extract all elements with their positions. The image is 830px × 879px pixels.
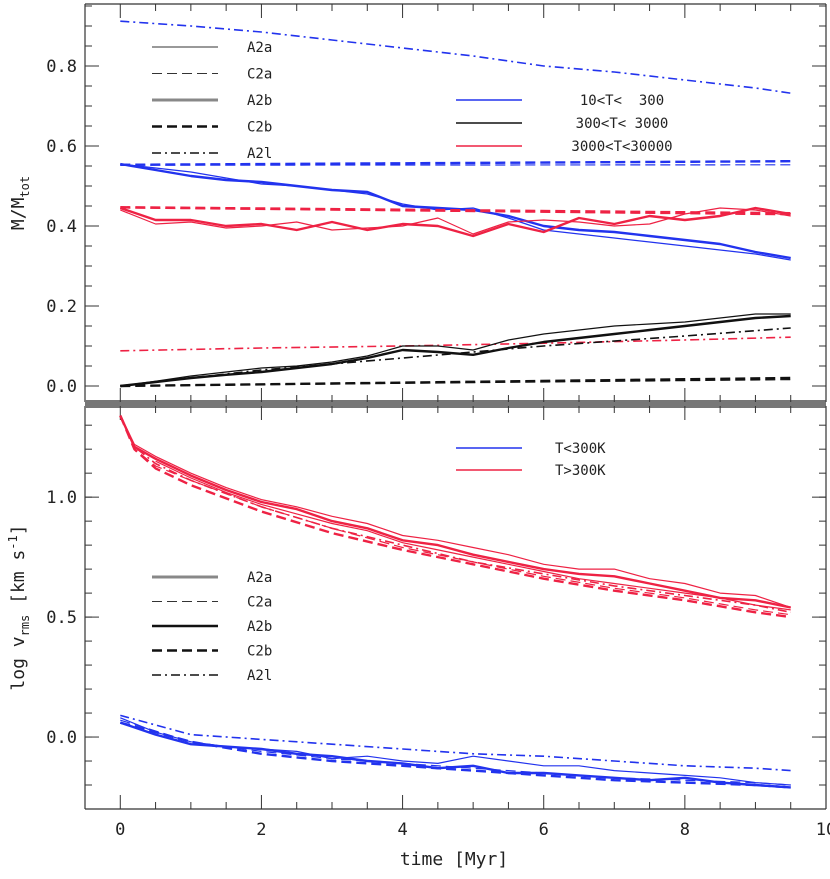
x-tick-label: 6 (539, 820, 549, 840)
y-tick-label: 0.5 (46, 608, 77, 628)
x-tick-label: 0 (115, 820, 125, 840)
series-line (120, 327, 791, 387)
series-line (119, 415, 791, 614)
legend-temps: 10<T< 300 300<T< 3000 3000<T<30000 (456, 93, 673, 155)
y-tick-label: 1.0 (46, 488, 77, 508)
x-axis-title: time [Myr] (400, 849, 508, 870)
y-tick-label: 0.6 (46, 137, 77, 157)
y-tick-label: 0.0 (46, 728, 77, 748)
series-line (120, 376, 791, 388)
series-line (119, 721, 791, 789)
series-group (119, 415, 791, 789)
bottom-panel: 0.00.51.00246810log vrms [km s-1]A2aC2aA… (6, 404, 830, 840)
legend-run-label: C2a (247, 67, 272, 83)
series-line (120, 717, 791, 786)
series-line (119, 206, 791, 238)
legend-runs: A2a C2a A2b C2b A2l (152, 570, 272, 684)
y-tick-label: 0.4 (46, 217, 77, 237)
x-tick-label: 10 (816, 820, 830, 840)
x-tick-label: 8 (680, 820, 690, 840)
series-line (120, 207, 791, 235)
legend-run-label: A2b (247, 93, 272, 109)
legend-run-label: A2a (247, 40, 272, 56)
legend-run-label: A2l (247, 668, 272, 684)
y-axis-title: M/Mtot (8, 176, 32, 230)
y-tick-label: 0.0 (46, 377, 77, 397)
x-axis-label: time [Myr] (400, 849, 508, 870)
series-line (120, 336, 791, 352)
legend-run-label: A2l (247, 146, 272, 162)
x-tick-label: 4 (397, 820, 407, 840)
series-line (119, 415, 791, 616)
series-line (120, 714, 791, 772)
x-tick-label: 2 (256, 820, 266, 840)
series-line (119, 721, 791, 789)
series-line (120, 313, 791, 387)
series-line (120, 206, 791, 215)
legend-run-label: C2b (247, 644, 272, 660)
series-line (120, 20, 791, 94)
top-panel: 0.0 0.2 0.4 0.6 0.8 M/Mtot A2a C2a A2b C2b A2l 10<T… (8, 3, 827, 404)
legend-run-label: C2a (247, 595, 272, 611)
series-group (119, 20, 791, 388)
legend-temp-label: 10<T< 300 (580, 93, 664, 109)
legend-temp-label: 3000<T<30000 (571, 139, 672, 155)
legend-run-label: C2b (247, 120, 272, 136)
legend-run-label: A2b (247, 619, 272, 635)
series-line (119, 415, 791, 619)
series-line (119, 415, 791, 609)
legend-temps: T<300K T>300K (456, 441, 606, 479)
y-tick-label: 0.2 (46, 297, 77, 317)
legend-temp-label: T>300K (555, 463, 606, 479)
series-line (120, 160, 791, 166)
legend-runs: A2a C2a A2b C2b A2l (152, 40, 272, 162)
series-line (155, 460, 791, 611)
legend-temp-label: T<300K (555, 441, 606, 457)
y-axis-title: log vrms [km s-1] (6, 524, 32, 690)
series-line (120, 314, 791, 388)
series-line (119, 415, 791, 609)
y-tick-label: 0.8 (46, 57, 77, 77)
series-line (120, 719, 791, 786)
legend-temp-label: 300<T< 3000 (576, 116, 669, 132)
legend-run-label: A2a (247, 570, 272, 586)
